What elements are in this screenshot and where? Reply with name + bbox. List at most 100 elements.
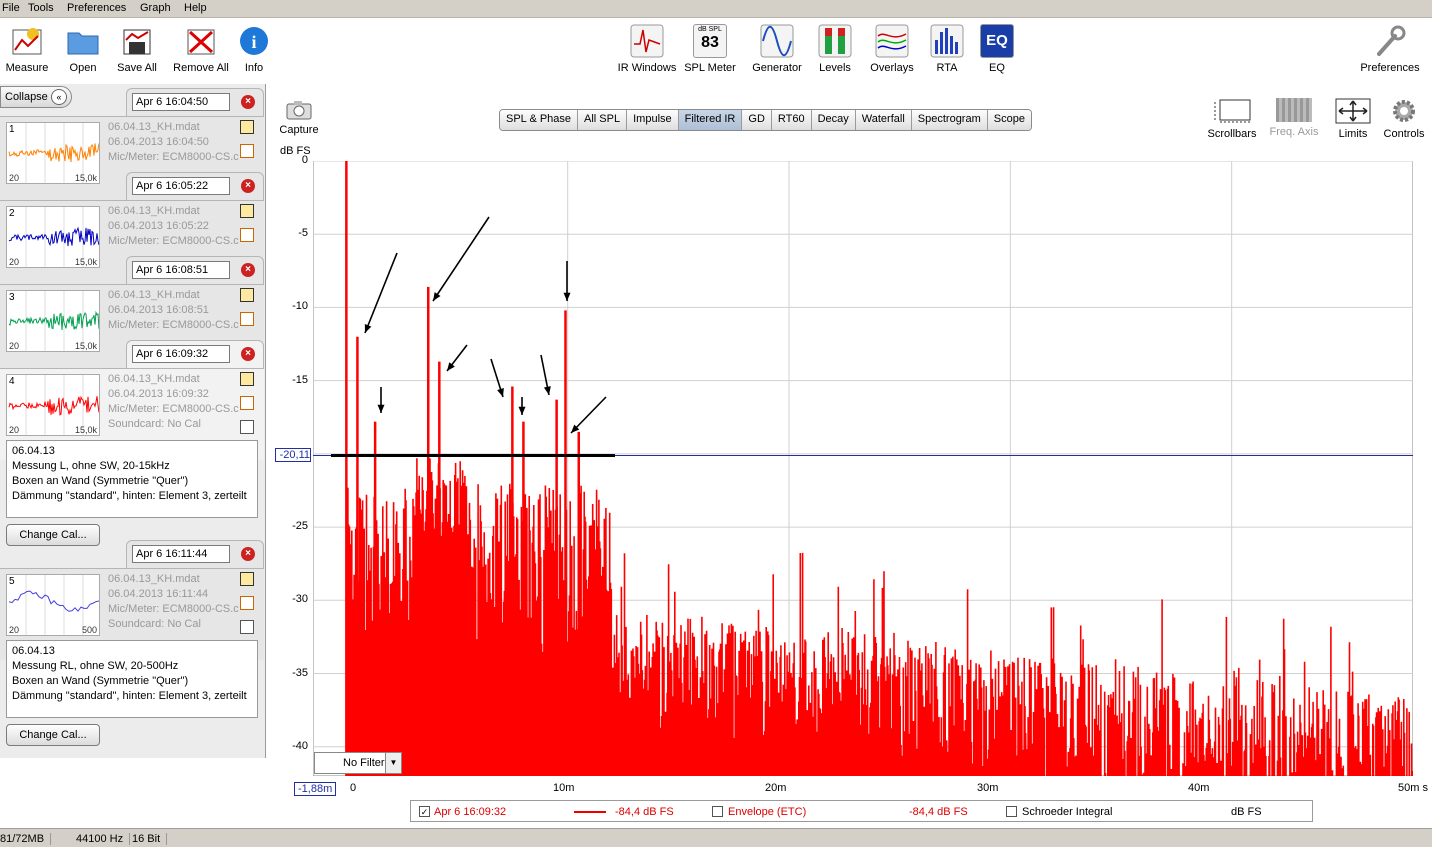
rta-button[interactable]: RTA <box>928 24 966 74</box>
measurement-notes[interactable]: 06.04.13 Messung RL, ohne SW, 20-500Hz B… <box>6 640 258 718</box>
capture-button[interactable]: Capture <box>278 100 320 136</box>
measurement-thumbnail[interactable]: 2 20 15,0k <box>6 206 100 268</box>
info-button[interactable]: i Info <box>236 24 272 74</box>
y-tick-label[interactable]: -20,11 <box>275 448 311 463</box>
thumbnail-graph <box>8 575 99 635</box>
sine-wave-icon <box>760 24 794 58</box>
measurement-ts: 06.04.2013 16:09:32 <box>108 388 209 400</box>
remove-measurement-icon[interactable]: × <box>241 179 255 193</box>
measurement-name-field[interactable]: Apr 6 16:11:44 <box>132 545 230 563</box>
measurement-info: 06.04.13_KH.mdat 06.04.2013 16:05:22 Mic/M… <box>108 204 239 249</box>
freq-axis-button[interactable]: Freq. Axis <box>1266 98 1322 138</box>
legend-envelope-value: -84,4 dB FS <box>909 806 968 818</box>
filter-select[interactable]: No Filter ▼ <box>314 752 402 774</box>
thumbnail-hi-label: 15,0k <box>74 257 97 267</box>
thumbnail-graph <box>8 375 99 435</box>
tab-all-spl[interactable]: All SPL <box>578 110 628 130</box>
limits-button[interactable]: Limits <box>1330 98 1376 140</box>
thumbnail-num-label: 4 <box>9 376 15 387</box>
collapse-button[interactable]: Collapse « <box>0 86 72 108</box>
gear-icon <box>1393 100 1415 122</box>
measurement-file: 06.04.13_KH.mdat <box>108 289 200 301</box>
annotation-arrow <box>432 216 490 302</box>
thumbnail-trace <box>8 395 99 416</box>
save-all-button[interactable]: Save All <box>112 24 162 74</box>
x-tick-label: 40m <box>1188 782 1210 794</box>
edit-icon[interactable] <box>240 396 254 410</box>
spl-meter-button[interactable]: dB SPL 83 SPL Meter <box>684 24 736 74</box>
open-button[interactable]: Open <box>60 24 106 74</box>
overlays-icon <box>875 24 909 58</box>
limits-icon <box>1335 98 1371 124</box>
menu-help[interactable]: Help <box>184 2 207 14</box>
scrollbars-button[interactable]: Scrollbars <box>1204 98 1260 140</box>
measurement-notes[interactable]: 06.04.13 Messung L, ohne SW, 20-15kHz Bo… <box>6 440 258 518</box>
remove-measurement-icon[interactable]: × <box>241 347 255 361</box>
tab-decay[interactable]: Decay <box>811 110 856 130</box>
edit-icon[interactable] <box>240 144 254 158</box>
tab-spl-phase[interactable]: SPL & Phase <box>500 110 579 130</box>
remove-measurement-icon[interactable]: × <box>241 547 255 561</box>
envelope-checkbox[interactable] <box>712 806 723 817</box>
series-checkbox[interactable]: ✓ <box>419 806 430 817</box>
remove-measurement-icon[interactable]: × <box>241 95 255 109</box>
controls-button[interactable]: Controls <box>1380 98 1428 140</box>
save-icon[interactable] <box>240 372 254 386</box>
save-icon[interactable] <box>240 288 254 302</box>
remove-measurement-icon[interactable]: × <box>241 263 255 277</box>
overlays-button[interactable]: Overlays <box>866 24 918 74</box>
edit-icon[interactable] <box>240 596 254 610</box>
measurement-thumbnail[interactable]: 3 20 15,0k <box>6 290 100 352</box>
measurement-name-field[interactable]: Apr 6 16:05:22 <box>132 177 230 195</box>
y-tick-label: 0 <box>301 154 308 166</box>
measurement-thumbnail[interactable]: 1 20 15,0k <box>6 122 100 184</box>
thumbnail-hi-label: 500 <box>81 625 97 635</box>
edit-icon[interactable] <box>240 312 254 326</box>
measurement-name-field[interactable]: Apr 6 16:09:32 <box>132 345 230 363</box>
measurement-name-field[interactable]: Apr 6 16:08:51 <box>132 261 230 279</box>
menu-graph[interactable]: Graph <box>140 2 171 14</box>
measurement-name-field[interactable]: Apr 6 16:04:50 <box>132 93 230 111</box>
tab-spectrogram[interactable]: Spectrogram <box>911 110 988 130</box>
save-icon[interactable] <box>240 572 254 586</box>
levels-button[interactable]: Levels <box>814 24 856 74</box>
change-cal-button[interactable]: Change Cal... <box>6 724 100 746</box>
save-icon[interactable] <box>240 120 254 134</box>
tab-filtered-ir[interactable]: Filtered IR <box>678 110 743 130</box>
menu-file[interactable]: File <box>2 2 20 14</box>
graph-tabs: SPL & Phase All SPL Impulse Filtered IR GD RT… <box>499 109 1032 131</box>
notes-icon[interactable] <box>240 620 254 634</box>
measure-button[interactable]: Measure <box>4 24 50 74</box>
x-tick-label[interactable]: -1,88m <box>294 782 337 796</box>
ir-windows-button[interactable]: IR Windows <box>616 24 678 74</box>
menu-tools[interactable]: Tools <box>28 2 54 14</box>
remove-all-button[interactable]: Remove All <box>170 24 232 74</box>
save-icon[interactable] <box>240 204 254 218</box>
measurement-thumbnail[interactable]: 5 20 500 <box>6 574 100 636</box>
tab-gd[interactable]: GD <box>742 110 772 130</box>
measurement-sc: Soundcard: No Cal <box>108 618 201 630</box>
y-tick-label: -30 <box>292 593 308 606</box>
measurement-mic: Mic/Meter: ECM8000-CS.c <box>108 319 239 331</box>
x-tick-label: 0 <box>350 782 357 794</box>
measurement-thumbnail[interactable]: 4 20 15,0k <box>6 374 100 436</box>
thumbnail-trace <box>8 310 99 331</box>
change-cal-button[interactable]: Change Cal... <box>6 524 100 546</box>
edit-icon[interactable] <box>240 228 254 242</box>
eq-button[interactable]: EQ EQ <box>978 24 1016 74</box>
menu-preferences[interactable]: Preferences <box>67 2 127 14</box>
schroeder-checkbox[interactable] <box>1006 806 1017 817</box>
filtered-ir-plot[interactable] <box>313 161 1413 776</box>
tab-impulse[interactable]: Impulse <box>627 110 679 130</box>
tab-rt60[interactable]: RT60 <box>771 110 812 130</box>
notes-icon[interactable] <box>240 420 254 434</box>
measurement-mic: Mic/Meter: ECM8000-CS.c <box>108 151 239 163</box>
thumbnail-num-label: 3 <box>9 292 15 303</box>
measurement-info: 06.04.13_KH.mdat 06.04.2013 16:08:51 Mic/M… <box>108 288 239 333</box>
tab-waterfall[interactable]: Waterfall <box>855 110 912 130</box>
annotation-arrowhead <box>518 406 526 415</box>
preferences-button[interactable]: Preferences <box>1356 24 1424 74</box>
tab-scope[interactable]: Scope <box>987 110 1031 130</box>
generator-button[interactable]: Generator <box>750 24 804 74</box>
thumbnail-hi-label: 15,0k <box>74 173 97 183</box>
